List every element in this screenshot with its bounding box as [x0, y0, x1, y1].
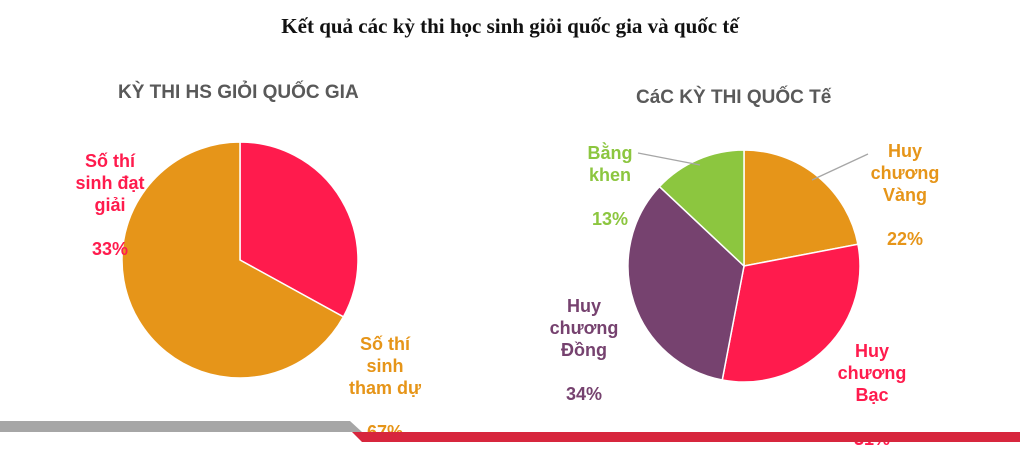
page-title: Kết quả các kỳ thi học sinh giỏi quốc gi… — [281, 14, 739, 38]
slice-label-text: Số thí sinh đạt giải — [75, 151, 145, 215]
slice-label-text: Huy chương Vàng — [870, 141, 940, 205]
footer-gray-band — [0, 421, 362, 432]
pie-slice-awarded — [239, 141, 359, 318]
slice-label-merit: Bằng khen 13% — [550, 120, 670, 230]
chart-international-title: CáC KỲ THI QUỐC Tế — [636, 87, 832, 108]
slice-label-text: Huy chương Đồng — [549, 296, 619, 360]
slice-label-national-awarded: Số thí sinh đạt giải 33% — [50, 128, 170, 260]
slice-label-silver: Huy chương Bạc 31% — [812, 318, 932, 450]
pie-slice-bronze — [627, 185, 745, 381]
leader-line-gold — [811, 153, 869, 181]
slice-value-label: 34% — [565, 384, 603, 404]
slice-value-label: 13% — [591, 209, 629, 229]
pie-slice-participants — [121, 141, 345, 379]
slice-label-text: Huy chương Bạc — [837, 341, 907, 405]
pie-slice-merit — [658, 149, 745, 268]
footer-bar — [0, 421, 1020, 442]
leader-line-merit — [637, 152, 701, 166]
slice-label-text: Số thí sinh tham dự — [348, 334, 422, 398]
pie-chart-national — [121, 141, 359, 379]
slice-label-bronze: Huy chương Đồng 34% — [524, 273, 644, 405]
pie-chart-international — [627, 149, 861, 383]
slice-value-label: 33% — [91, 239, 129, 259]
slice-label-gold: Huy chương Vàng 22% — [845, 118, 965, 250]
slice-label-text: Bằng khen — [587, 143, 633, 185]
pie-slice-silver — [721, 243, 861, 383]
footer-red-band — [352, 432, 1020, 442]
slice-value-label: 22% — [886, 229, 924, 249]
chart-national-title: KỲ THI HS GIỎI QUỐC GIA — [118, 82, 359, 103]
